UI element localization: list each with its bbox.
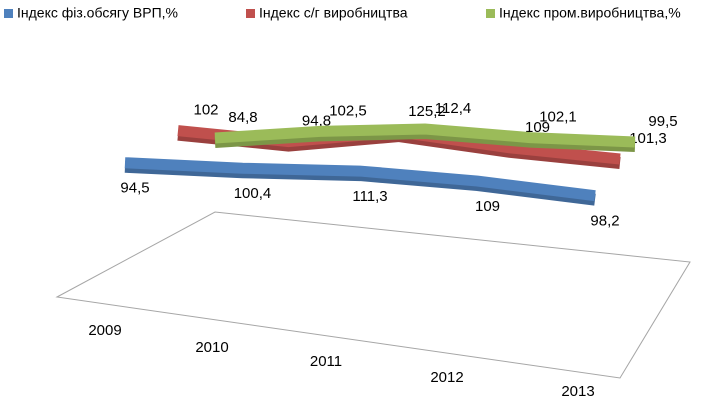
- data-label: 102,5: [329, 102, 367, 119]
- data-label: 98,2: [590, 213, 619, 230]
- data-label: 125,2: [408, 103, 446, 120]
- legend-swatch: [4, 9, 13, 18]
- data-label: 99,5: [648, 113, 677, 130]
- data-label: 102,1: [539, 109, 577, 126]
- x-tick-label: 2013: [561, 383, 594, 400]
- series-line: [214, 123, 636, 148]
- data-label: 112,4: [435, 100, 471, 117]
- legend-label: Індекс фіз.обсягу ВРП,%: [17, 5, 178, 21]
- data-label: 109: [475, 198, 500, 215]
- x-tick-label: 2012: [430, 369, 463, 386]
- data-label: 109: [525, 119, 550, 136]
- data-label: 100,4: [234, 185, 272, 202]
- data-label: 101,3: [629, 130, 667, 147]
- data-label: 111,3: [352, 188, 387, 205]
- data-label: 102: [193, 102, 218, 119]
- legend-swatch: [486, 9, 495, 18]
- x-tick-label: 2010: [195, 339, 228, 356]
- legend-label: Індекс пром.виробництва,%: [499, 5, 681, 21]
- data-label: 94,5: [120, 180, 149, 197]
- legend-swatch: [246, 9, 255, 18]
- x-tick-label: 2009: [88, 322, 121, 339]
- series-line: [124, 157, 596, 202]
- legend-label: Індекс с/г виробництва: [259, 5, 408, 21]
- data-label: 84,8: [228, 109, 257, 126]
- x-tick-label: 2011: [310, 353, 342, 370]
- data-label: 94,8: [302, 113, 331, 130]
- floor: [55, 211, 691, 379]
